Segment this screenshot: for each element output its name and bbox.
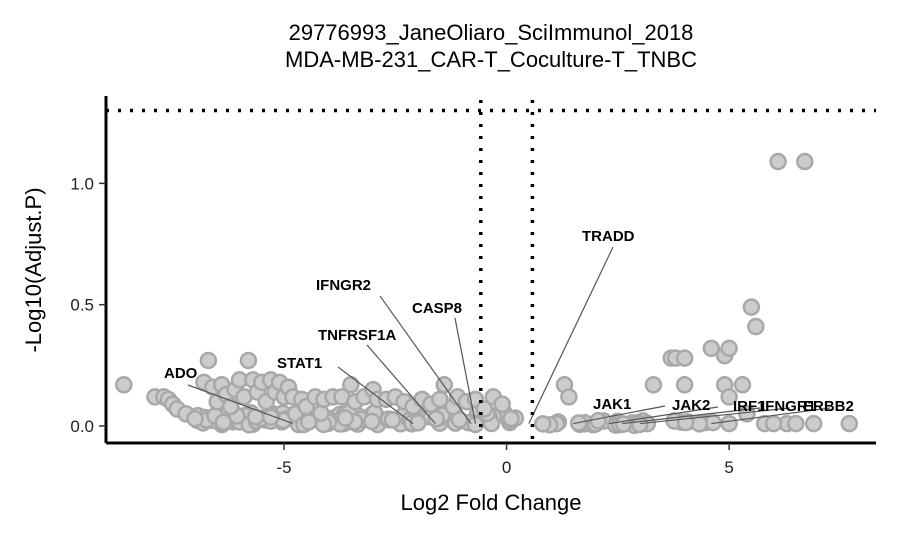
- label-connector: [454, 317, 477, 424]
- threshold-lines: [106, 100, 876, 443]
- data-point: [186, 409, 204, 428]
- label-connector: [379, 295, 472, 424]
- data-point: [675, 376, 694, 394]
- data-point: [796, 152, 814, 171]
- data-point: [804, 414, 823, 433]
- x-tick-label: 0: [502, 458, 511, 477]
- data-point: [427, 410, 446, 428]
- data-point: [214, 413, 233, 431]
- y-axis-title: -Log10(Adjust.P): [21, 187, 46, 352]
- gene-label: CASP8: [412, 300, 462, 317]
- data-point: [742, 298, 761, 316]
- data-point: [221, 397, 240, 416]
- chart-subtitle: MDA-MB-231_CAR-T_Coculture-T_TNBC: [285, 47, 697, 72]
- gene-label: TRADD: [582, 228, 635, 245]
- data-point: [589, 412, 607, 430]
- data-point: [720, 388, 738, 406]
- data-point: [363, 412, 381, 431]
- gene-label: IFNGR1: [761, 398, 816, 415]
- data-point: [560, 388, 578, 406]
- data-point: [644, 376, 663, 394]
- axis-ticks: -5 0 5 0.0 0.5 1.0: [70, 174, 733, 477]
- gene-label: IFNGR2: [316, 277, 371, 294]
- data-point: [733, 376, 752, 394]
- data-point: [787, 414, 805, 433]
- data-point: [383, 411, 402, 429]
- gene-labels: ADO STAT1 TNFRSF1A IFNGR2 CASP8 TRADD JAK1 JAK2…: [164, 228, 854, 415]
- data-point: [342, 376, 360, 394]
- label-connector: [640, 407, 791, 425]
- data-point: [493, 395, 511, 413]
- label-connector: [187, 384, 294, 425]
- gene-label: STAT1: [277, 355, 322, 372]
- gene-label: ERBB2: [803, 398, 854, 415]
- gene-label: TNFRSF1A: [318, 327, 397, 344]
- y-tick-label: 0.5: [70, 296, 94, 315]
- data-point: [534, 415, 552, 433]
- data-point: [336, 409, 355, 427]
- data-point: [466, 415, 485, 434]
- gene-label: ADO: [164, 365, 198, 382]
- data-point: [115, 376, 133, 394]
- data-points: [115, 152, 859, 435]
- data-point: [840, 414, 859, 433]
- x-tick-label: -5: [276, 458, 291, 477]
- chart-title: 29776993_JaneOliaro_SciImmunol_2018: [289, 20, 694, 45]
- data-point: [769, 152, 787, 171]
- data-point: [312, 404, 330, 423]
- y-tick-label: 0.0: [70, 417, 94, 436]
- gene-label: JAK1: [593, 396, 631, 413]
- y-tick-label: 1.0: [70, 174, 94, 193]
- data-point: [239, 351, 258, 370]
- gene-label: JAK2: [672, 397, 710, 414]
- data-point: [720, 339, 738, 358]
- x-axis-title: Log2 Fold Change: [400, 490, 581, 515]
- label-connector: [622, 407, 761, 425]
- label-connector: [528, 246, 614, 424]
- data-point: [747, 317, 765, 336]
- data-point: [675, 349, 694, 367]
- data-point: [409, 414, 427, 432]
- label-connector: [608, 406, 719, 425]
- gene-label: IRF1: [733, 398, 766, 415]
- data-point: [720, 414, 738, 433]
- data-point: [702, 339, 721, 358]
- label-connectors: [187, 246, 831, 425]
- label-connector: [711, 407, 831, 425]
- data-point: [199, 351, 218, 370]
- label-connector: [337, 366, 414, 425]
- label-connector: [366, 344, 436, 424]
- data-point: [764, 414, 783, 433]
- data-point: [502, 409, 520, 428]
- x-tick-label: 5: [724, 458, 733, 477]
- label-connector: [573, 405, 666, 425]
